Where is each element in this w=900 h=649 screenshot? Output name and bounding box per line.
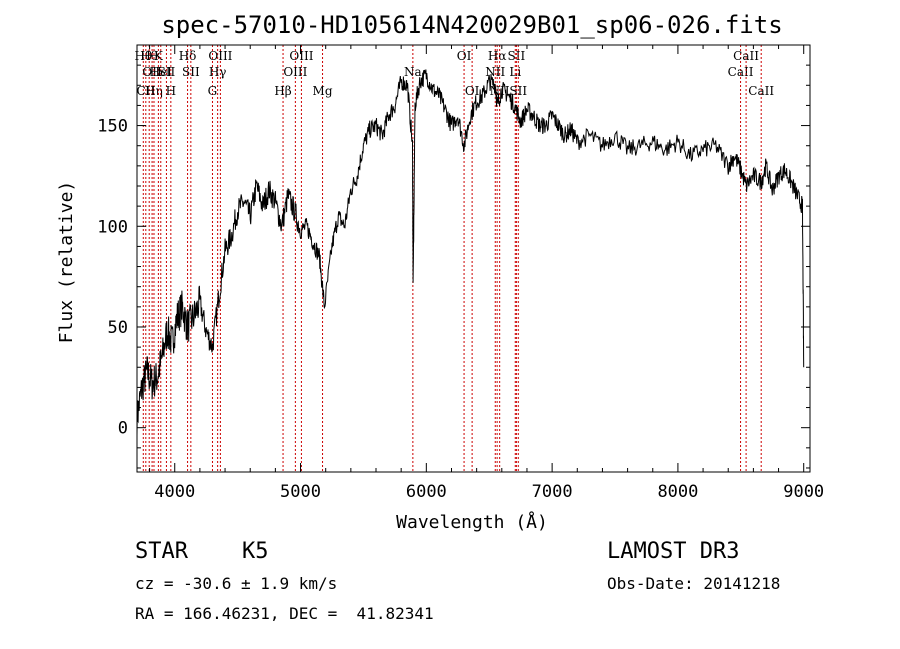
x-tick-label-9000: 9000 (783, 482, 824, 502)
x-axis: 4000 5000 6000 7000 8000 9000 (149, 45, 824, 502)
line-marker-label-0: Hθ (134, 49, 152, 63)
line-marker-label-6: HeI (150, 65, 173, 79)
line-marker-label-26: SII (509, 84, 527, 98)
line-marker-label-2: Hθ (140, 49, 158, 63)
redshift-info: cz = -30.6 ± 1.9 km/s (135, 574, 338, 593)
line-marker-label-9: Hδ (179, 49, 197, 63)
spectrum-line-0 (136, 69, 805, 436)
y-tick-label-50: 50 (108, 318, 128, 338)
line-marker-label-15: OIII (283, 65, 307, 79)
y-tick-label-100: 100 (97, 217, 128, 237)
spectrum-series (136, 69, 805, 436)
line-marker-label-28: CaII (733, 49, 759, 63)
line-marker-label-1: CII (136, 84, 155, 98)
line-marker-label-24: Li (509, 65, 521, 79)
spectrum-chart: spec-57010-HD105614N420029B01_sp06-026.f… (56, 11, 824, 533)
x-tick-label-8000: 8000 (657, 482, 698, 502)
line-marker-label-27: CaII (728, 65, 754, 79)
x-tick-label-7000: 7000 (532, 482, 573, 502)
y-axis: 0 50 100 150 (97, 64, 810, 469)
line-marker-label-21: NII (485, 65, 505, 79)
object-subclass: K5 (242, 539, 269, 564)
x-axis-label: Wavelength (Å) (396, 511, 548, 533)
obs-date: Obs-Date: 20141218 (607, 574, 781, 593)
coordinates: RA = 166.46231, DEC = 41.82341 (135, 604, 434, 623)
y-axis-label: Flux (relative) (56, 181, 77, 344)
object-class: STAR (135, 539, 188, 564)
line-marker-label-16: OIII (289, 49, 313, 63)
line-marker-label-7: SII (158, 65, 176, 79)
x-tick-label-6000: 6000 (406, 482, 447, 502)
line-marker-label-8: H (166, 84, 176, 98)
line-marker-label-3: OII (142, 65, 162, 79)
x-tick-label-4000: 4000 (154, 482, 195, 502)
line-marker-label-22: Hα (488, 49, 507, 63)
line-marker-label-18: Na (404, 65, 422, 79)
line-marker-label-20: OI (465, 84, 480, 98)
x-tick-label-5000: 5000 (280, 482, 321, 502)
line-marker-label-14: Hβ (274, 84, 291, 98)
y-tick-label-0: 0 (118, 419, 128, 439)
y-tick-label-150: 150 (97, 117, 128, 137)
chart-title: spec-57010-HD105614N420029B01_sp06-026.f… (161, 11, 782, 39)
line-marker-label-12: Hγ (209, 65, 227, 79)
line-marker-label-10: SII (182, 65, 200, 79)
plot-frame (136, 44, 811, 473)
line-marker-label-11: G (208, 84, 218, 98)
line-marker-label-29: CaII (748, 84, 774, 98)
line-marker-label-25: SII (508, 49, 526, 63)
line-marker-label-5: K (154, 49, 164, 63)
line-marker-label-17: Mg (313, 84, 333, 98)
line-marker-label-13: OIII (208, 49, 232, 63)
survey-name: LAMOST DR3 (607, 539, 740, 564)
line-marker-label-4: Hη (145, 84, 163, 98)
spectral-line-markers: HθCIIHθOIIHηKHeISIIHHδSIIGHγOIIIHβOIIIOI… (134, 45, 774, 472)
line-marker-label-19: OI (457, 49, 472, 63)
